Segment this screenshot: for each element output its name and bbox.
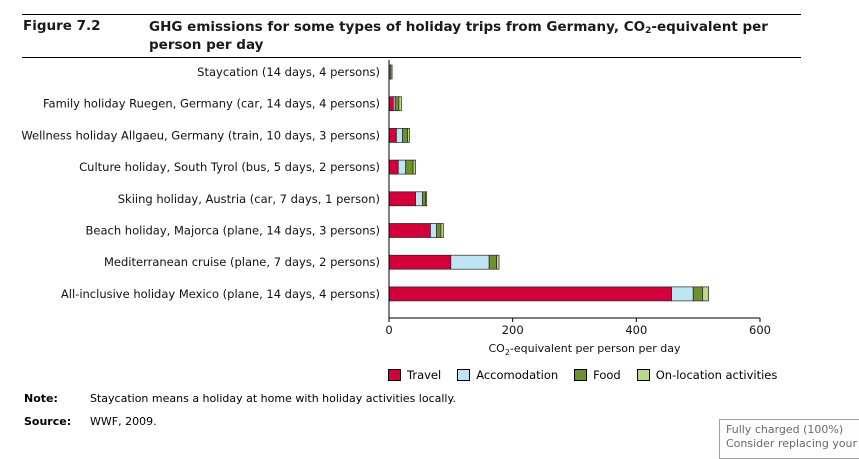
category-label-1: Staycation (14 days, 4 persons) (197, 65, 380, 79)
bar-accomodation-4 (397, 159, 407, 175)
source-text: WWF, 2009. (90, 415, 157, 428)
source-label: Source: (24, 415, 72, 428)
bar-travel-8 (388, 286, 672, 302)
title-main: GHG emissions for some types of holiday … (149, 19, 646, 35)
legend-label-food: Food (593, 368, 621, 382)
figure-title: GHG emissions for some types of holiday … (149, 18, 799, 54)
title-subscript: 2 (645, 26, 652, 36)
bar-travel-4 (388, 159, 399, 175)
bar-food-7 (488, 254, 497, 270)
bar-food-6 (436, 223, 442, 238)
bar-travel-6 (388, 223, 431, 238)
bar-travel-7 (388, 254, 452, 270)
category-label-8: All-inclusive holiday Mexico (plane, 14 … (61, 287, 380, 301)
legend-accomodation: Accomodation (457, 368, 558, 382)
title-end: -equivalent per person per day (149, 19, 768, 53)
bar-accomodation-7 (450, 254, 490, 270)
legend-label-on-location: On-location activities (655, 368, 778, 382)
bar-on-location-activities-5 (425, 191, 428, 207)
bar-on-location-activities-2 (398, 96, 402, 112)
category-label-5: Skiing holiday, Austria (car, 7 days, 1 … (118, 192, 380, 206)
x-tick-label-600: 600 (749, 323, 771, 337)
legend-on-location: On-location activities (636, 368, 778, 382)
x-axis-label: CO2-equivalent per person per day (488, 342, 681, 357)
bar-food-3 (402, 128, 408, 143)
legend-label-travel: Travel (407, 368, 442, 382)
legend-swatch-on-location (636, 369, 650, 381)
category-label-7: Mediterranean cruise (plane, 7 days, 2 p… (104, 255, 380, 269)
battery-tooltip: Fully charged (100%) Consider replacing … (719, 419, 859, 459)
note-label: Note: (24, 392, 58, 405)
bar-on-location-activities-3 (407, 128, 410, 143)
legend-label-accomodation: Accomodation (476, 368, 559, 382)
figure-label: Figure 7.2 (23, 18, 101, 34)
category-label-4: Culture holiday, South Tyrol (bus, 5 day… (79, 160, 380, 174)
bar-travel-3 (388, 128, 397, 143)
bar-food-2 (394, 96, 400, 112)
bar-on-location-activities-8 (702, 286, 710, 302)
x-tick-label-400: 400 (625, 323, 647, 337)
bar-accomodation-3 (396, 128, 403, 143)
category-label-2: Family holiday Ruegen, Germany (car, 14 … (43, 97, 380, 111)
note-text: Staycation means a holiday at home with … (90, 392, 456, 405)
bar-accomodation-6 (430, 223, 437, 238)
bar-accomodation-8 (671, 286, 694, 302)
bar-chart: Staycation (14 days, 4 persons) Family ho… (21, 60, 771, 357)
x-tick-label-200: 200 (502, 323, 524, 337)
bar-food-5 (422, 191, 426, 207)
legend-swatch-food (574, 369, 588, 381)
bar-on-location-activities-1 (390, 64, 393, 80)
tooltip-line-2: Consider replacing your b (726, 437, 859, 450)
bar-food-8 (692, 286, 703, 302)
legend-swatch-accomodation (457, 369, 471, 381)
bar-on-location-activities-6 (440, 223, 444, 238)
legend-travel: Travel (388, 368, 441, 382)
bar-travel-2 (388, 96, 394, 112)
legend-food: Food (574, 368, 621, 382)
category-label-6: Beach holiday, Majorca (plane, 14 days, … (86, 224, 380, 238)
bar-on-location-activities-7 (496, 254, 500, 270)
category-label-3: Wellness holiday Allgaeu, Germany (train… (21, 128, 380, 142)
figure-header: Figure 7.2 GHG emissions for some types … (22, 14, 801, 58)
bar-travel-5 (388, 191, 416, 207)
tooltip-line-1: Fully charged (100%) (726, 423, 844, 436)
legend-swatch-travel (388, 369, 401, 381)
bar-accomodation-5 (415, 191, 423, 207)
bar-on-location-activities-4 (412, 159, 416, 175)
x-tick-label-0: 0 (385, 323, 392, 337)
bar-food-4 (405, 159, 414, 175)
chart-legend: Travel Accomodation Food On-location act… (388, 367, 793, 383)
